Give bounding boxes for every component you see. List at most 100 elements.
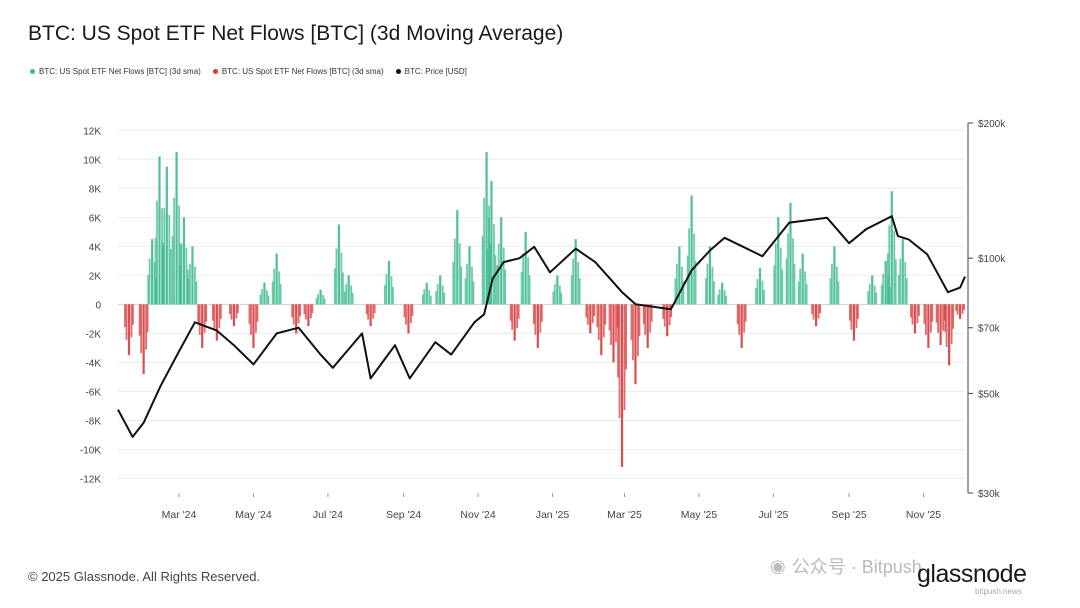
- flow-bar: [125, 304, 128, 340]
- flow-bar: [952, 304, 955, 329]
- flow-bar: [384, 284, 386, 305]
- flow-bar: [351, 292, 354, 305]
- flow-bar: [436, 284, 439, 305]
- flow-bar: [322, 294, 324, 305]
- flow-bar: [736, 304, 739, 324]
- flow-bar: [705, 278, 707, 305]
- flow-bar: [511, 304, 514, 330]
- flow-bar: [913, 304, 917, 334]
- flow-bar: [578, 278, 581, 305]
- flow-bar: [894, 259, 897, 305]
- flow-bar: [232, 304, 236, 327]
- flow-bar: [916, 304, 919, 324]
- flow-bar: [369, 304, 372, 327]
- flow-bar: [755, 288, 757, 305]
- flow-bar: [142, 304, 145, 375]
- legend-item-price[interactable]: BTC: Price [USD]: [395, 67, 467, 76]
- y-left-tick-label: -6K: [85, 387, 101, 398]
- flow-bar: [688, 228, 691, 305]
- flow-bar: [267, 295, 270, 305]
- y-right-tick-label: $50k: [978, 389, 1001, 400]
- x-tick-label: May '24: [235, 509, 272, 521]
- flow-bar: [259, 294, 262, 305]
- flow-bar: [534, 304, 537, 335]
- flow-bar: [215, 304, 218, 341]
- flow-bar: [456, 210, 459, 305]
- flow-bar: [711, 266, 714, 305]
- flow-bar: [939, 304, 942, 345]
- flow-bar: [147, 274, 150, 305]
- flow-bar: [634, 304, 637, 385]
- x-tick-label: Sep '25: [831, 509, 866, 521]
- flow-bar: [602, 304, 605, 338]
- flow-bar: [513, 304, 516, 341]
- flow-bar: [229, 304, 231, 315]
- flow-bar: [392, 286, 394, 305]
- flow-bar: [781, 269, 784, 305]
- flow-bar: [585, 304, 588, 318]
- flow-bar: [340, 252, 343, 305]
- flow-bar: [948, 304, 951, 366]
- flow-bar: [950, 304, 953, 344]
- flow-bar: [278, 271, 281, 305]
- flow-bar: [497, 243, 500, 305]
- flow-bar: [311, 304, 314, 314]
- legend-label-inflow: BTC: US Spot ETF Net Flows [BTC] (3d sma…: [39, 67, 201, 76]
- flow-bar: [649, 304, 652, 333]
- flow-bar: [304, 304, 307, 320]
- flow-bar: [441, 285, 444, 305]
- flow-bar: [610, 304, 612, 345]
- flow-bar: [472, 281, 475, 305]
- flow-bar: [219, 304, 222, 319]
- flow-bar: [182, 217, 186, 305]
- flow-bar: [901, 239, 904, 305]
- flow-bar: [886, 253, 889, 305]
- flow-bar: [942, 304, 944, 331]
- flow-bar: [558, 285, 561, 305]
- flow-bar: [591, 304, 594, 324]
- flow-bar: [423, 289, 426, 305]
- flow-bar: [670, 304, 673, 318]
- flow-bar: [345, 284, 348, 305]
- legend-item-inflow[interactable]: BTC: US Spot ETF Net Flows [BTC] (3d sma…: [30, 67, 201, 76]
- flow-bar: [811, 304, 814, 315]
- flow-bar: [893, 230, 896, 305]
- flow-bar: [295, 304, 298, 334]
- flow-bar: [849, 304, 851, 321]
- flow-bar: [793, 263, 796, 305]
- flow-bar: [178, 205, 180, 305]
- y-left-tick-label: -4K: [85, 358, 101, 369]
- flow-bar: [819, 304, 822, 314]
- x-tick-label: Jul '24: [313, 509, 343, 521]
- x-tick-label: Nov '24: [460, 509, 495, 521]
- flow-bar: [291, 304, 294, 318]
- x-tick-label: Mar '24: [162, 509, 197, 521]
- flow-bar: [197, 304, 200, 324]
- flow-bar: [725, 295, 728, 305]
- y-left-tick-label: 12K: [83, 126, 101, 137]
- flow-bar: [694, 260, 697, 305]
- wechat-watermark: ◉ 公众号 · Bitpush: [770, 553, 922, 579]
- flow-bar: [471, 266, 473, 305]
- flow-bar: [774, 243, 777, 305]
- flow-bar: [744, 304, 747, 322]
- y-right-tick-label: $100k: [978, 254, 1006, 265]
- flow-bar: [443, 292, 446, 305]
- flow-bar: [552, 291, 555, 305]
- flow-bar: [151, 239, 154, 305]
- flow-bar: [319, 289, 322, 305]
- legend-item-outflow[interactable]: BTC: US Spot ETF Net Flows [BTC] (3d sma…: [212, 67, 384, 76]
- flow-bar: [372, 304, 375, 319]
- flow-bar: [536, 304, 539, 348]
- flow-bar: [829, 278, 832, 305]
- y-left-tick-label: 6K: [89, 213, 102, 224]
- x-tick-label: Jul '25: [758, 509, 788, 521]
- flow-bar: [801, 253, 804, 305]
- flow-bar: [625, 304, 627, 370]
- flow-bar: [161, 242, 164, 305]
- flow-bar: [890, 191, 893, 305]
- flow-bar: [252, 304, 255, 348]
- y-left-tick-label: -12K: [80, 474, 101, 485]
- flow-bar: [779, 247, 782, 305]
- flow-bar: [799, 268, 802, 305]
